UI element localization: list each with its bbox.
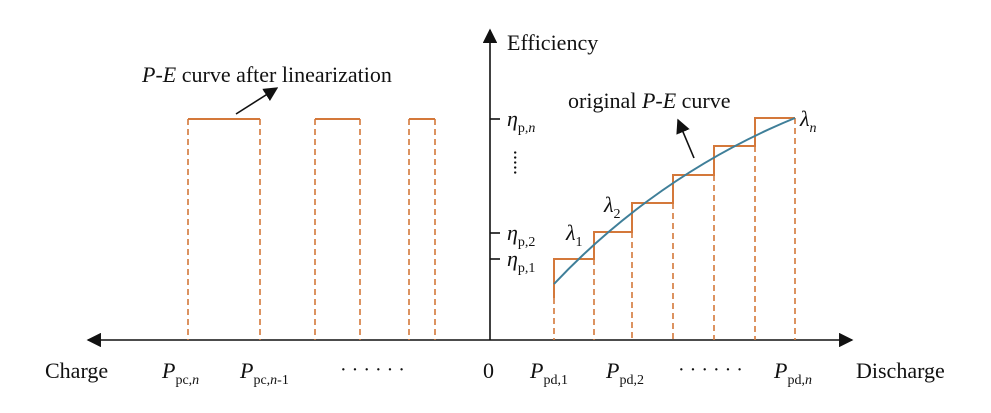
x-ellipsis-right: · · · · · · [678,359,743,381]
origin-label: 0 [483,358,494,383]
original-arrow [676,118,695,159]
discharge-staircase [553,117,796,340]
linearized-annotation: P-E curve after linearization [141,62,392,87]
y-ellipsis: ..... [509,150,531,175]
original-pe-curve [553,117,796,285]
x-ellipsis-left: · · · · · · [340,359,405,381]
y-tick-label-n: ηp,n [507,106,535,136]
x-tick-label-pc-n-1: Ppc,n-1 [239,358,289,388]
lambda-1-label: λ1 [565,220,583,250]
lambda-n-label: λn [799,106,817,136]
x-tick-label-pd-2: Ppd,2 [605,358,644,388]
charge-linearized-blocks [187,118,436,340]
y-tick-label-2: ηp,2 [507,220,535,250]
lambda-2-label: λ2 [603,192,621,222]
x-tick-label-pc-n: Ppc,n [161,358,199,388]
x-tick-label-pd-1: Ppd,1 [529,358,568,388]
x-axis-right-label: Discharge [856,358,945,383]
original-annotation: original P-E curve [568,88,731,113]
y-axis-label: Efficiency [507,30,598,55]
linearized-arrow [235,87,279,115]
x-tick-label-pd-n: Ppd,n [773,358,812,388]
y-tick-label-1: ηp,1 [507,246,535,276]
step-curve [553,117,795,298]
x-axis-left-label: Charge [45,358,108,383]
